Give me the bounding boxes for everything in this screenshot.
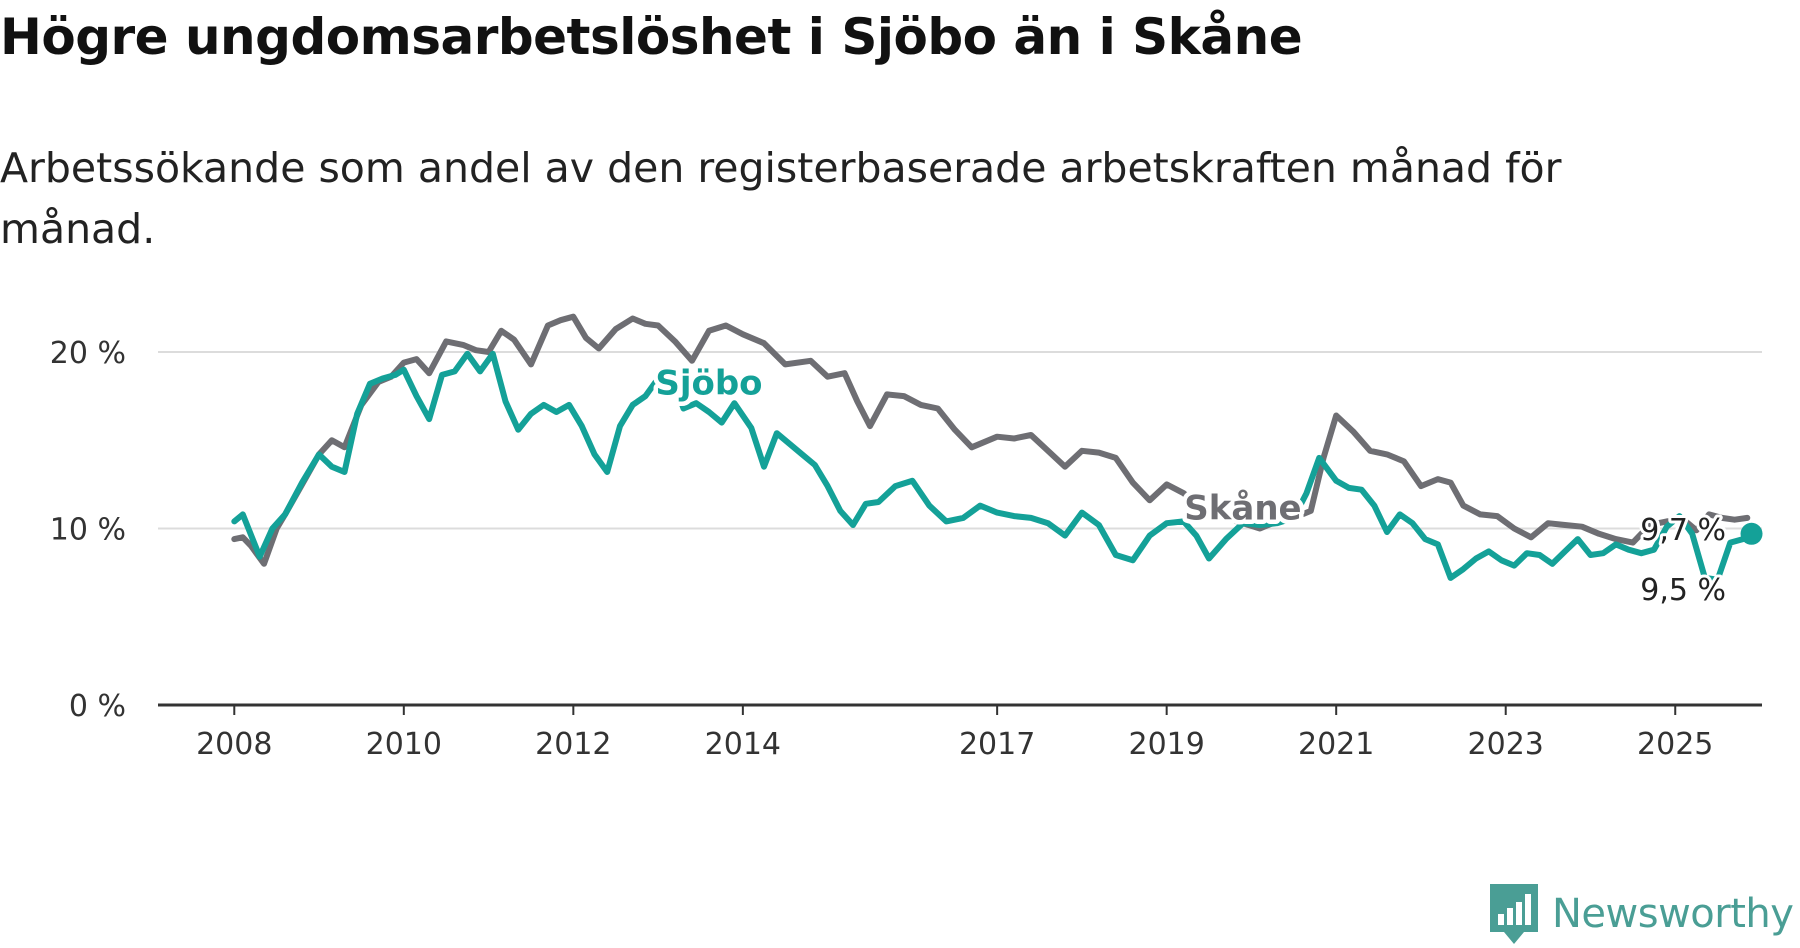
end-label-sjobo: 9,7 % <box>1640 513 1726 548</box>
y-tick-label: 20 % <box>50 336 126 371</box>
x-tick-label: 2019 <box>1128 727 1204 762</box>
x-tick-label: 2021 <box>1298 727 1374 762</box>
y-tick-label: 0 % <box>69 689 126 724</box>
series-line-skne <box>231 313 1751 567</box>
x-axis: 2008 2010 2012 2014 2017 2019 2021 2023 2025 <box>158 703 1762 762</box>
x-tick-label: 2012 <box>535 727 611 762</box>
series-label-sjbo: Sjöbo <box>655 363 762 403</box>
x-tick-label: 2025 <box>1637 727 1713 762</box>
series-lines <box>231 313 1763 583</box>
end-label-skane: 9,5 % <box>1640 573 1726 608</box>
chart-title: Högre ungdomsarbetslöshet i Sjöbo än i S… <box>0 8 1303 66</box>
x-tick-label: 2023 <box>1468 727 1544 762</box>
x-tick-label: 2014 <box>705 727 781 762</box>
x-tick-label: 2008 <box>196 727 272 762</box>
series-labels: Skåne Sjöbo 9,7 % 9,5 % <box>651 359 1729 611</box>
series-line-sjbo <box>231 350 1755 583</box>
series-label-skne: Skåne <box>1184 489 1301 529</box>
newsworthy-brand[interactable]: Newsworthy <box>1490 883 1794 945</box>
x-tick-label: 2017 <box>959 727 1035 762</box>
y-tick-label: 10 % <box>50 513 126 548</box>
brand-name: Newsworthy <box>1552 891 1794 937</box>
series-end-marker-sjobo <box>1740 522 1763 545</box>
gridlines: 0 % 10 % 20 % <box>50 336 1762 724</box>
newsworthy-chart-logo-icon <box>1490 884 1538 944</box>
x-tick-label: 2010 <box>366 727 442 762</box>
chart-subtitle: Arbetssökande som andel av den registerb… <box>0 144 1562 253</box>
